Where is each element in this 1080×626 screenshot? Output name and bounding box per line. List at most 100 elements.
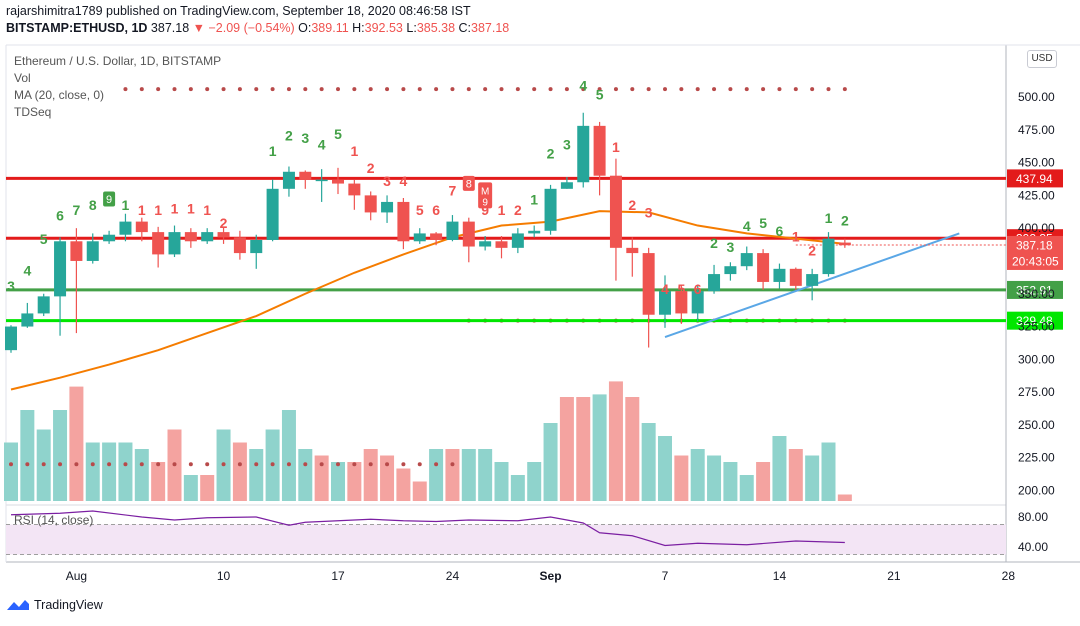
- dotted-level-dot: [270, 87, 275, 92]
- green-mid-label: 352.91: [1016, 283, 1053, 297]
- dotted-level-dot: [254, 462, 259, 467]
- volume-bar: [118, 442, 133, 501]
- dotted-level-dot: [401, 462, 406, 467]
- price-axis-label: 400.00: [1018, 221, 1055, 235]
- dotted-level-dot: [156, 87, 161, 92]
- candle-body: [806, 274, 819, 286]
- dotted-level-dot: [712, 87, 717, 92]
- candle-body: [822, 238, 835, 275]
- chart-header: rajarshimitra1789 published on TradingVi…: [6, 3, 509, 37]
- volume-bar: [707, 455, 722, 501]
- dotted-level-dot: [532, 87, 537, 92]
- candle-body: [168, 232, 181, 255]
- symbol-label: BITSTAMP:ETHUSD, 1D: [6, 21, 148, 35]
- candle-body: [233, 237, 246, 254]
- dotted-level-dot: [336, 87, 340, 92]
- candle-body: [708, 274, 721, 292]
- volume-bar: [772, 436, 787, 501]
- green-low-label: 329.48: [1016, 314, 1053, 328]
- td-setup-marker-up: [103, 191, 116, 207]
- dotted-level-dot: [401, 87, 406, 92]
- td-down-count: 3: [645, 205, 653, 221]
- close-value: 387.18: [471, 21, 510, 35]
- dotted-level-dot: [679, 87, 684, 92]
- volume-bar: [281, 410, 296, 501]
- change-value: −2.09 (−0.54%): [208, 21, 295, 35]
- td-up-count: 5: [40, 231, 48, 247]
- td-up-count: 8: [89, 197, 97, 213]
- dotted-level-dot: [613, 87, 618, 92]
- price-label: 20:43:05: [1012, 254, 1059, 268]
- td-up-count: 4: [743, 218, 751, 234]
- publish-line: rajarshimitra1789 published on TradingVi…: [6, 4, 471, 18]
- legend-tdseq[interactable]: TDSeq: [14, 105, 52, 119]
- down-arrow-icon: ▼: [192, 21, 206, 35]
- volume-bar: [510, 475, 525, 501]
- td-down-count: 1: [612, 139, 620, 155]
- volume-bar: [200, 475, 215, 501]
- td-up-count: 2: [841, 213, 849, 229]
- candle-body: [659, 291, 671, 315]
- tradingview-footer[interactable]: TradingView: [6, 598, 103, 612]
- volume-bar: [739, 475, 754, 501]
- candle-body: [626, 247, 639, 254]
- price-axis-label: 250.00: [1018, 418, 1055, 432]
- td-down-count: 1: [792, 228, 800, 244]
- volume-bar: [756, 462, 771, 501]
- dotted-level-dot: [466, 87, 471, 92]
- td-down-count: 2: [808, 243, 816, 259]
- candle-body: [37, 296, 50, 314]
- td-down-count: 2: [628, 197, 636, 213]
- candle-body: [397, 201, 410, 242]
- dotted-level-dot: [450, 87, 455, 92]
- volume-bar: [85, 442, 100, 501]
- currency-button[interactable]: USD: [1027, 50, 1057, 68]
- dotted-level-dot: [515, 87, 520, 92]
- candle-body: [462, 221, 475, 247]
- time-axis-label: 21: [887, 569, 901, 583]
- candle-body: [789, 268, 802, 286]
- td-down-count: 1: [138, 202, 146, 218]
- td-up-count: 5: [596, 87, 604, 103]
- high-value: 392.53: [364, 21, 403, 35]
- candle-body: [757, 253, 770, 282]
- rsi-legend[interactable]: RSI (14, close): [14, 513, 94, 527]
- volume-bar: [69, 386, 84, 501]
- volume-bar: [331, 462, 345, 501]
- volume-bar: [102, 442, 117, 501]
- volume-bar: [380, 455, 395, 501]
- td-perfect-marker-count: 9: [482, 197, 488, 208]
- time-axis-label: 28: [1002, 569, 1016, 583]
- time-axis-label: 10: [217, 569, 231, 583]
- td-down-count: 6: [432, 202, 440, 218]
- dotted-level-dot: [826, 87, 831, 92]
- td-up-count: 4: [23, 262, 31, 278]
- dotted-level-dot: [172, 87, 177, 92]
- dotted-level-dot: [139, 87, 144, 92]
- candle-body: [740, 253, 753, 267]
- dotted-level-dot: [286, 462, 291, 467]
- volume-bar: [543, 423, 558, 501]
- candle-body: [364, 195, 377, 213]
- ma20-line: [10, 210, 845, 391]
- dotted-level-dot: [9, 462, 13, 467]
- dotted-level-dot: [842, 87, 847, 92]
- candle-body: [5, 326, 17, 351]
- price-axis-label: 200.00: [1018, 484, 1055, 498]
- dotted-level-dot: [270, 462, 275, 467]
- volume-bar: [658, 436, 672, 501]
- candle-body: [250, 239, 263, 254]
- dotted-level-dot: [254, 87, 259, 92]
- ohlc-line: BITSTAMP:ETHUSD, 1D 387.18 ▼ −2.09 (−0.5…: [6, 20, 509, 37]
- td-up-count: 5: [759, 215, 767, 231]
- volume-bar: [674, 455, 689, 501]
- indicator-legend: Ethereum / U.S. Dollar, 1D, BITSTAMP Vol…: [14, 53, 221, 121]
- dotted-level-dot: [221, 87, 226, 92]
- legend-vol[interactable]: Vol: [14, 71, 31, 85]
- legend-ma[interactable]: MA (20, close, 0): [14, 88, 105, 102]
- td-up-count: 6: [56, 207, 64, 223]
- candle-body: [593, 125, 606, 176]
- candle-body: [479, 241, 492, 247]
- volume-bar: [461, 449, 476, 501]
